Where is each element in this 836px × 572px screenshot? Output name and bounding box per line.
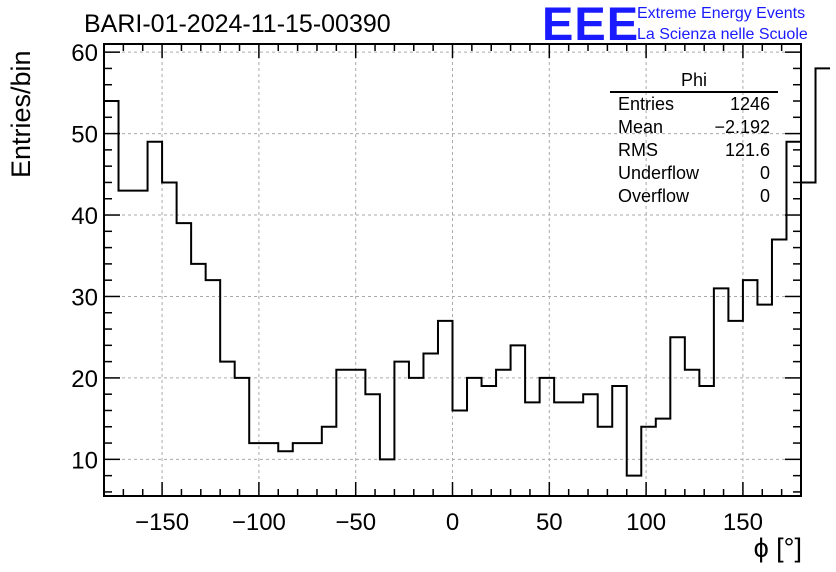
histogram-bin <box>177 223 192 496</box>
logo-caption-line1: Extreme Energy Events <box>637 5 806 22</box>
x-tick-label: 100 <box>626 509 666 536</box>
histogram-bin <box>409 378 424 496</box>
x-tick-label: −150 <box>135 509 189 536</box>
histogram-bin <box>394 362 409 496</box>
logo-caption: Extreme Energy Events La Scienza nelle S… <box>637 3 808 45</box>
histogram-bin <box>264 443 279 496</box>
histogram-bin <box>598 427 613 496</box>
y-tick-label: 30 <box>71 284 98 311</box>
stats-value: 0 <box>759 163 770 183</box>
stats-label: Overflow <box>618 186 690 206</box>
histogram-bin <box>772 239 787 496</box>
histogram-bin <box>496 370 511 496</box>
histogram-bin <box>336 370 351 496</box>
histogram-bin <box>104 101 119 496</box>
stats-box: Phi Entries 1246 Mean −2.192 RMS 121.6 U… <box>610 70 778 208</box>
histogram-bin <box>569 402 584 496</box>
histogram-bin <box>801 182 816 496</box>
histogram-bin <box>351 370 366 496</box>
histogram-bin <box>278 451 293 496</box>
stats-value: −2.192 <box>714 117 770 137</box>
stats-title: Phi <box>610 70 778 93</box>
histogram-bin <box>191 264 206 496</box>
histogram-bin <box>699 386 714 496</box>
stats-row-mean: Mean −2.192 <box>610 116 778 139</box>
stats-row-overflow: Overflow 0 <box>610 185 778 208</box>
histogram-bin <box>453 410 468 496</box>
histogram-bin <box>235 378 250 496</box>
histogram-bin <box>220 362 235 496</box>
logo-caption-line2: La Scienza nelle Scuole <box>637 26 808 43</box>
histogram-bin <box>525 402 540 496</box>
x-tick-labels: −150 −100 −50 0 50 100 150 <box>135 509 763 536</box>
histogram-bin <box>511 345 526 496</box>
y-tick-label: 40 <box>71 203 98 230</box>
stats-row-entries: Entries 1246 <box>610 93 778 116</box>
histogram-bin <box>249 443 264 496</box>
axis-ticks <box>103 44 802 496</box>
histogram-bin <box>714 288 729 496</box>
stats-label: Underflow <box>618 163 700 183</box>
histogram-bin <box>728 321 743 496</box>
histogram-bin <box>540 378 555 496</box>
x-tick-label: 50 <box>536 509 563 536</box>
histogram-bin <box>757 305 772 496</box>
stats-label: RMS <box>618 140 658 160</box>
stats-label: Mean <box>618 117 664 137</box>
histogram-bin <box>627 476 642 496</box>
histogram-bin <box>438 321 453 496</box>
histogram-bin <box>119 191 134 496</box>
histogram-bin <box>482 386 497 496</box>
histogram-bin <box>641 427 656 496</box>
chart-title: BARI-01-2024-11-15-00390 <box>84 10 391 38</box>
histogram-bin <box>133 191 148 496</box>
x-axis-label: ϕ [°] <box>753 533 802 563</box>
x-tick-label: −100 <box>232 509 286 536</box>
histogram-bin <box>380 459 395 496</box>
histogram-step-line <box>103 67 831 496</box>
histogram-bin <box>162 182 177 496</box>
histogram-bin <box>670 337 685 496</box>
y-tick-label: 60 <box>71 40 98 67</box>
histogram-bin <box>307 443 322 496</box>
histogram-bin <box>206 280 221 496</box>
histogram-bin <box>656 419 671 496</box>
stats-row-underflow: Underflow 0 <box>610 162 778 185</box>
x-tick-label: 150 <box>723 509 763 536</box>
x-tick-label: 0 <box>446 509 459 536</box>
histogram-bin <box>583 394 598 496</box>
histogram-bin <box>365 394 380 496</box>
eee-logo: EEE <box>542 0 640 50</box>
y-tick-label: 20 <box>71 366 98 393</box>
histogram-bin <box>467 378 482 496</box>
histogram-bin <box>423 353 438 496</box>
stats-row-rms: RMS 121.6 <box>610 139 778 162</box>
histogram-bin <box>554 402 569 496</box>
histogram-bin <box>322 427 337 496</box>
y-tick-label: 50 <box>71 122 98 149</box>
stats-value: 121.6 <box>724 140 770 160</box>
histogram-bin <box>816 68 831 496</box>
histogram-bin <box>148 142 163 496</box>
histogram-bin <box>743 280 758 496</box>
histogram-bin <box>685 370 700 496</box>
histogram-bin <box>612 386 627 496</box>
stats-label: Entries <box>618 94 675 114</box>
y-tick-label: 10 <box>71 447 98 474</box>
stats-value: 0 <box>759 186 770 206</box>
x-tick-label: −50 <box>335 509 376 536</box>
stats-value: 1246 <box>729 94 770 114</box>
y-tick-labels: 10 20 30 40 50 60 <box>71 40 98 474</box>
histogram-bin <box>293 443 308 496</box>
y-axis-label: Entries/bin <box>6 50 36 178</box>
